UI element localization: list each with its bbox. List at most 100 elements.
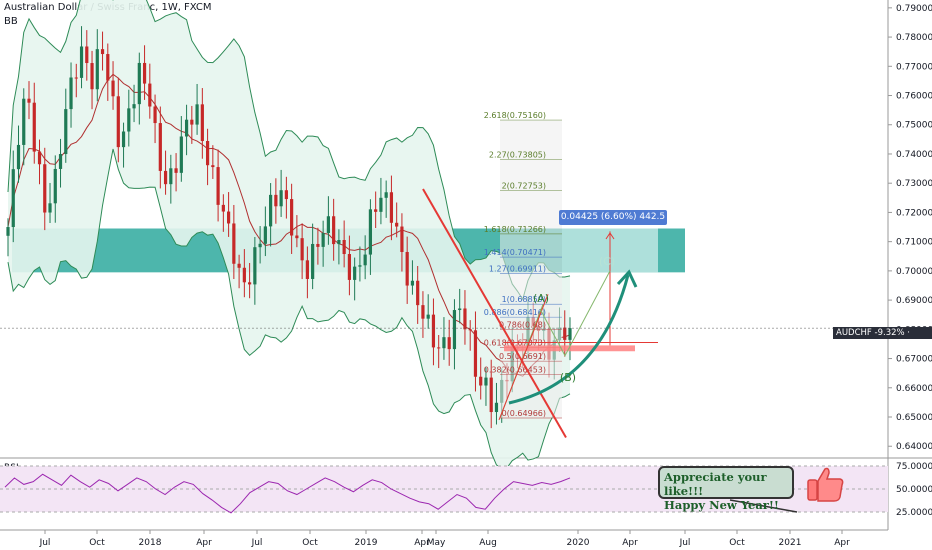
candle-body — [484, 377, 488, 386]
fib-level-label: 1.414(0.70471) — [484, 248, 546, 257]
price-range-measure[interactable]: 0.04425 (6.60%) 442.5 — [559, 210, 667, 225]
candle-body — [32, 102, 36, 152]
fib-level-label: 1(0.68859) — [502, 295, 546, 304]
candle-body — [69, 77, 73, 110]
candle-body — [479, 376, 483, 386]
x-tick-label: 2021 — [779, 538, 802, 548]
candle-body — [232, 223, 236, 264]
candle-body — [473, 330, 478, 377]
candle-body — [216, 167, 220, 205]
support-zone — [504, 345, 635, 352]
candle-body — [253, 247, 257, 285]
candle-body — [226, 211, 231, 224]
rsi-line — [4, 473, 571, 514]
candle-body — [421, 305, 425, 319]
candle-body — [431, 314, 436, 348]
fib-level-label: 1.27(0.69911) — [489, 264, 546, 273]
y-tick-label: 0.66000 — [896, 384, 932, 394]
x-tick-label: Oct — [729, 538, 745, 548]
wave-path — [539, 270, 611, 357]
candle-body — [342, 240, 346, 255]
x-tick-label: Aug — [479, 538, 497, 548]
y-tick-label: 0.71000 — [896, 238, 932, 248]
candle-body — [248, 282, 252, 285]
y-tick-label: 0.69000 — [896, 296, 932, 306]
bollinger-upper — [7, 0, 571, 301]
symbol-label: AUDCHF — [836, 328, 872, 338]
bb-indicator-label[interactable]: BB — [4, 16, 18, 27]
fib-level-label: 0.618(0.67373) — [484, 339, 546, 348]
fib-level-label: 2.618(0.75160) — [484, 111, 546, 120]
x-tick-label: Jul — [39, 538, 51, 548]
candle-body — [437, 347, 441, 349]
candle-body — [169, 168, 173, 185]
candle-body — [269, 194, 273, 227]
rsi-level-label: 50.0000 — [896, 485, 932, 495]
candle-body — [463, 308, 467, 330]
candle-body — [395, 222, 399, 227]
candle-body — [148, 83, 152, 107]
candle-body — [452, 310, 457, 350]
candle-body — [158, 123, 162, 171]
candle-body — [237, 263, 241, 268]
fib-level-label: 0.382(0.66453) — [484, 366, 546, 375]
candle-body — [116, 96, 120, 148]
candle-body — [400, 226, 404, 252]
price-label: 0.68041 — [836, 340, 872, 350]
candle-body — [326, 216, 330, 234]
x-tick-label: Jul — [251, 538, 263, 548]
x-tick-label: May — [427, 538, 446, 548]
wave-label-c: (C) — [599, 255, 615, 268]
note-pointer — [729, 499, 798, 513]
candle-body — [137, 62, 141, 105]
candle-body — [205, 141, 210, 166]
candle-body — [300, 238, 304, 261]
greeting-note: Appreciate your like!!! Happy New Year!! — [658, 466, 794, 512]
rsi-level-label: 25.0000 — [896, 508, 932, 518]
candle-body — [174, 168, 178, 173]
candle-body — [416, 280, 420, 306]
y-tick-label: 0.75000 — [896, 121, 932, 131]
candle-body — [90, 63, 94, 90]
candle-body — [321, 233, 325, 247]
candle-body — [410, 280, 415, 286]
candle-body — [305, 260, 309, 279]
channel-line — [498, 294, 549, 421]
x-tick-label: Apr — [196, 538, 212, 548]
fib-level-label: 2(0.72753) — [502, 181, 546, 190]
candle-body — [95, 49, 99, 90]
x-tick-label: Apr — [834, 538, 850, 548]
candle-body — [179, 136, 183, 173]
candle-body — [53, 168, 57, 204]
rsi-level-label: 75.0000 — [896, 462, 932, 472]
x-tick-label: Oct — [89, 538, 105, 548]
candle-body — [132, 104, 136, 109]
candle-body — [337, 240, 341, 245]
candle-body — [6, 227, 10, 236]
x-tick-label: 2020 — [567, 538, 590, 548]
candle-body — [405, 251, 409, 286]
candle-body — [274, 194, 278, 207]
candle-body — [568, 328, 572, 340]
wave-label-b: (B) — [560, 371, 576, 384]
candle-body — [374, 209, 378, 212]
candle-body — [142, 62, 147, 84]
y-tick-label: 0.79000 — [896, 4, 932, 14]
candle-body — [221, 204, 225, 212]
note-line-2: Happy New Year!! — [664, 498, 779, 512]
candle-body — [447, 337, 451, 350]
bullish-curve-arrow — [508, 274, 630, 405]
candle-body — [111, 80, 115, 97]
candle-body — [37, 151, 42, 165]
candle-body — [368, 209, 373, 255]
y-tick-label: 0.78000 — [896, 33, 932, 43]
y-tick-label: 0.64000 — [896, 442, 932, 452]
candle-body — [258, 243, 262, 248]
bollinger-lower — [7, 148, 571, 470]
candle-body — [11, 169, 15, 228]
note-line-1: Appreciate your like!!! — [664, 470, 767, 498]
candle-body — [106, 54, 110, 81]
candle-body — [153, 106, 157, 124]
candle-body — [43, 164, 47, 213]
